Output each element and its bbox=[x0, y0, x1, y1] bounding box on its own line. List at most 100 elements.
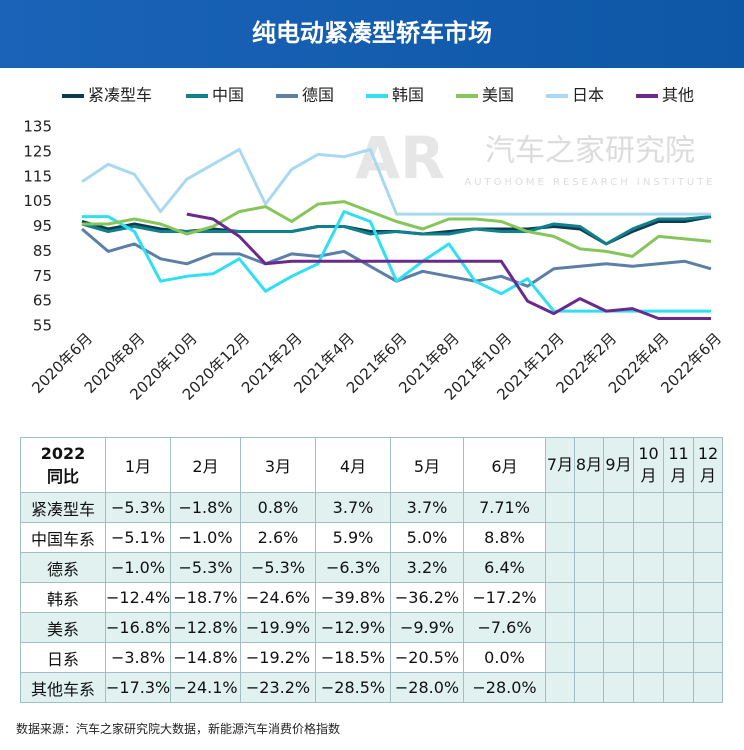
empty-cell bbox=[545, 612, 575, 643]
cell: 6.4% bbox=[463, 552, 546, 583]
empty-cell bbox=[663, 642, 694, 673]
empty-cell bbox=[574, 552, 604, 583]
empty-cell bbox=[633, 552, 664, 583]
empty-cell bbox=[545, 672, 575, 703]
cell: 8.8% bbox=[463, 522, 546, 553]
cell: 0.8% bbox=[240, 492, 316, 523]
y-tick-label: 75 bbox=[33, 267, 52, 285]
table-row: 美系 −16.8% −12.8% −19.9% −12.9% −9.9% −7.6% bbox=[20, 612, 723, 643]
y-tick-label: 105 bbox=[23, 192, 52, 210]
source: 数据来源：汽车之家研究院大数据，新能源汽车消费价格指数 bbox=[16, 722, 341, 736]
table-row: 德系 −1.0% −5.3% −5.3% −6.3% 3.2% 6.4% bbox=[20, 552, 723, 583]
empty-cell bbox=[545, 582, 575, 613]
empty-cell bbox=[574, 522, 604, 553]
empty-cell bbox=[574, 672, 604, 703]
empty-cell bbox=[603, 552, 634, 583]
cell: −3.8% bbox=[105, 642, 171, 673]
empty-cell bbox=[603, 612, 634, 643]
empty-cell bbox=[663, 492, 694, 523]
empty-cell bbox=[603, 642, 634, 673]
cell: 3.7% bbox=[315, 492, 391, 523]
empty-cell bbox=[693, 522, 723, 553]
empty-cell bbox=[663, 522, 694, 553]
series-line bbox=[82, 200, 712, 258]
empty-cell bbox=[574, 642, 604, 673]
watermark-subtext: AUTOHOME RESEARCH INSTITUTE bbox=[464, 177, 715, 188]
header-cell: 2022 同比 bbox=[20, 437, 106, 493]
cell: −36.2% bbox=[390, 582, 464, 613]
cell: −7.6% bbox=[463, 612, 546, 643]
cell: 3.7% bbox=[390, 492, 464, 523]
cell: −12.9% bbox=[315, 612, 391, 643]
cell: −1.8% bbox=[170, 492, 241, 523]
row-label: 日系 bbox=[20, 642, 106, 673]
cell: −28.5% bbox=[315, 672, 391, 703]
cell: −28.0% bbox=[463, 672, 546, 703]
watermark-logo: AR bbox=[355, 124, 445, 192]
data-table: 2022 同比 1月 2月 3月 4月 5月 6月 7月 8月 9月 10月 11月 12月 紧凑型车 −5… bbox=[20, 437, 723, 703]
legend-label: 中国 bbox=[212, 86, 244, 105]
cell: −16.8% bbox=[105, 612, 171, 643]
table-row: 中国车系 −5.1% −1.0% 2.6% 5.9% 5.0% 8.8% bbox=[20, 522, 723, 553]
empty-cell bbox=[633, 672, 664, 703]
empty-cell bbox=[663, 612, 694, 643]
empty-cell bbox=[574, 492, 604, 523]
header-cell: 9月 bbox=[603, 437, 634, 493]
row-label: 紧凑型车 bbox=[20, 492, 106, 523]
cell: 0.0% bbox=[463, 642, 546, 673]
empty-cell bbox=[663, 672, 694, 703]
header-cell: 4月 bbox=[315, 437, 391, 493]
empty-cell bbox=[603, 522, 634, 553]
empty-cell bbox=[693, 672, 723, 703]
cell: 2.6% bbox=[240, 522, 316, 553]
empty-cell bbox=[693, 492, 723, 523]
cell: 5.0% bbox=[390, 522, 464, 553]
empty-cell bbox=[633, 522, 664, 553]
header-cell: 8月 bbox=[574, 437, 604, 493]
chart: 纯电动紧凑型轿车市场 AR 汽车之家研究院 AUTOHOME RESEARCH … bbox=[0, 0, 744, 404]
empty-cell bbox=[603, 672, 634, 703]
row-label: 其他车系 bbox=[20, 672, 106, 703]
y-tick-label: 85 bbox=[33, 242, 52, 260]
header-row: 2022 同比 1月 2月 3月 4月 5月 6月 7月 8月 9月 10月 11月 12月 bbox=[20, 437, 723, 493]
cell: −6.3% bbox=[315, 552, 391, 583]
cell: 7.71% bbox=[463, 492, 546, 523]
y-tick-label: 115 bbox=[23, 167, 52, 185]
cell: −39.8% bbox=[315, 582, 391, 613]
empty-cell bbox=[633, 612, 664, 643]
empty-cell bbox=[693, 642, 723, 673]
cell: −17.2% bbox=[463, 582, 546, 613]
header-cell: 3月 bbox=[240, 437, 316, 493]
cell: −1.0% bbox=[105, 552, 171, 583]
header-cell: 5月 bbox=[390, 437, 464, 493]
y-tick-label: 95 bbox=[33, 217, 52, 235]
series-line bbox=[186, 212, 711, 320]
table-row: 紧凑型车 −5.3% −1.8% 0.8% 3.7% 3.7% 7.71% bbox=[20, 492, 723, 523]
table-row: 其他车系 −17.3% −24.1% −23.2% −28.5% −28.0% −28.0% bbox=[20, 672, 723, 703]
cell: −18.5% bbox=[315, 642, 391, 673]
cell: −24.6% bbox=[240, 582, 316, 613]
legend-label: 紧凑型车 bbox=[88, 86, 152, 105]
table-row: 韩系 −12.4% −18.7% −24.6% −39.8% −36.2% −17.2% bbox=[20, 582, 723, 613]
empty-cell bbox=[663, 552, 694, 583]
empty-cell bbox=[693, 612, 723, 643]
series-line bbox=[81, 215, 712, 246]
empty-cell bbox=[603, 492, 634, 523]
row-label: 中国车系 bbox=[20, 522, 106, 553]
cell: −20.5% bbox=[390, 642, 464, 673]
cell: −28.0% bbox=[390, 672, 464, 703]
empty-cell bbox=[545, 642, 575, 673]
cell: −9.9% bbox=[390, 612, 464, 643]
header-cell: 11月 bbox=[663, 437, 694, 493]
cell: −24.1% bbox=[170, 672, 241, 703]
cell: −14.8% bbox=[170, 642, 241, 673]
empty-cell bbox=[545, 552, 575, 583]
y-tick-label: 135 bbox=[23, 118, 52, 136]
empty-cell bbox=[633, 582, 664, 613]
series-line bbox=[81, 147, 711, 216]
cell: −5.3% bbox=[240, 552, 316, 583]
empty-cell bbox=[693, 552, 723, 583]
row-label: 韩系 bbox=[20, 582, 106, 613]
title-bar bbox=[0, 0, 744, 68]
